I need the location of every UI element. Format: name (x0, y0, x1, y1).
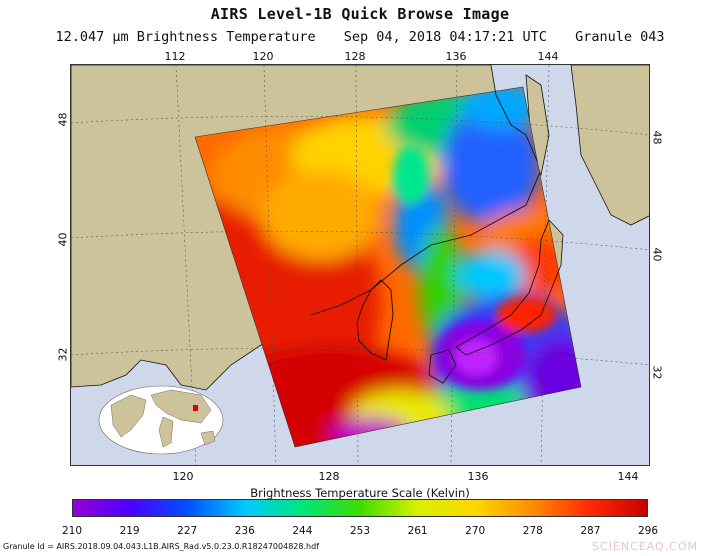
colorbar-tick-label: 219 (119, 525, 140, 537)
left-lat-label: 40 (56, 232, 70, 247)
bottom-lon-label: 136 (467, 470, 489, 483)
top-lon-label: 112 (164, 50, 186, 63)
map-canvas (71, 65, 649, 465)
colorbar-tick-label: 210 (61, 525, 83, 537)
colorbar-tick-label: 278 (522, 525, 543, 537)
colorbar-tick-label: 261 (407, 525, 428, 537)
graticule (71, 65, 649, 465)
colorbar-title: Brightness Temperature Scale (Kelvin) (250, 486, 470, 500)
colorbar-tick-label: 253 (349, 525, 371, 537)
top-lon-label: 144 (537, 50, 559, 63)
colorbar-tick-label: 270 (465, 525, 486, 537)
top-lon-label: 136 (445, 50, 467, 63)
granule-label: Granule 043 (575, 29, 665, 45)
image-subtitle: 12.047 µm Brightness Temperature Sep 04,… (0, 29, 720, 45)
left-lat-label: 48 (56, 112, 70, 127)
left-lat-label: 32 (56, 347, 70, 362)
colorbar-tick-label: 236 (234, 525, 255, 537)
granule-id: Granule Id = AIRS.2018.09.04.043.L1B.AIR… (3, 542, 319, 551)
colorbar (72, 499, 648, 517)
bottom-lon-label: 144 (617, 470, 639, 483)
colorbar-tick-label: 227 (177, 525, 198, 537)
datetime-label: Sep 04, 2018 04:17:21 UTC (343, 29, 547, 45)
bottom-lon-label: 128 (318, 470, 340, 483)
bottom-lon-label: 120 (172, 470, 194, 483)
colorbar-tick-label: 244 (292, 525, 313, 537)
right-lat-label: 32 (650, 365, 664, 380)
colorbar-tick-label: 296 (637, 525, 659, 537)
kamchatka-coast (570, 65, 649, 226)
top-lon-label: 128 (344, 50, 366, 63)
right-lat-label: 48 (650, 130, 664, 145)
channel-label: 12.047 µm Brightness Temperature (55, 29, 316, 45)
right-lat-label: 40 (650, 247, 664, 262)
watermark: SCIENCEAQ.COM (591, 540, 698, 553)
satellite-map (70, 64, 650, 466)
colorbar-tick-label: 287 (580, 525, 601, 537)
world-inset-map (98, 385, 224, 455)
top-lon-label: 120 (252, 50, 274, 63)
image-title: AIRS Level-1B Quick Browse Image (210, 5, 510, 23)
swath-outline (194, 86, 582, 448)
